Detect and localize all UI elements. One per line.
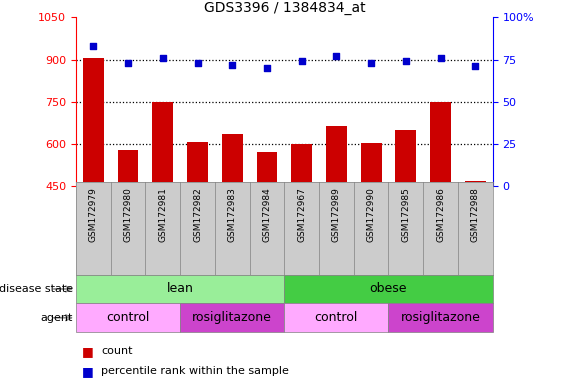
Text: ■: ■	[82, 345, 93, 358]
Bar	[388, 303, 493, 332]
Text: control: control	[315, 311, 358, 324]
Point	[124, 60, 133, 66]
Bar	[83, 58, 104, 313]
Text: GSM172984: GSM172984	[262, 187, 271, 242]
Point	[401, 58, 410, 64]
Bar	[76, 303, 180, 332]
Text: GSM172982: GSM172982	[193, 187, 202, 242]
Text: GSM172979: GSM172979	[89, 187, 98, 242]
Text: lean: lean	[167, 283, 194, 295]
Text: rosiglitazone: rosiglitazone	[401, 311, 480, 324]
Bar	[284, 275, 493, 303]
Bar	[222, 134, 243, 313]
Text: disease state: disease state	[0, 284, 73, 294]
Bar	[326, 126, 347, 313]
Text: control: control	[106, 311, 150, 324]
Bar	[291, 144, 312, 313]
Text: GSM172981: GSM172981	[158, 187, 167, 242]
Text: GSM172980: GSM172980	[124, 187, 132, 242]
Point	[89, 43, 98, 49]
Text: GSM172985: GSM172985	[401, 187, 410, 242]
Text: percentile rank within the sample: percentile rank within the sample	[101, 366, 289, 376]
Text: obese: obese	[370, 283, 407, 295]
Point	[262, 65, 271, 71]
Bar	[465, 181, 486, 313]
Bar	[118, 150, 138, 313]
Bar	[430, 102, 451, 313]
Bar	[361, 143, 382, 313]
Text: ■: ■	[82, 365, 93, 378]
Text: count: count	[101, 346, 133, 356]
Bar	[76, 275, 284, 303]
Text: GSM172983: GSM172983	[228, 187, 236, 242]
Bar	[284, 303, 388, 332]
Point	[193, 60, 202, 66]
Text: GSM172967: GSM172967	[297, 187, 306, 242]
Bar	[187, 142, 208, 313]
Text: agent: agent	[41, 313, 73, 323]
Title: GDS3396 / 1384834_at: GDS3396 / 1384834_at	[203, 1, 365, 15]
Point	[332, 53, 341, 59]
Text: GSM172986: GSM172986	[436, 187, 445, 242]
Point	[367, 60, 376, 66]
Point	[297, 58, 306, 64]
Text: GSM172990: GSM172990	[367, 187, 376, 242]
Bar	[180, 303, 284, 332]
Point	[227, 61, 237, 68]
Point	[436, 55, 445, 61]
Point	[158, 55, 167, 61]
Text: GSM172988: GSM172988	[471, 187, 480, 242]
Text: rosiglitazone: rosiglitazone	[193, 311, 272, 324]
Point	[471, 63, 480, 70]
Text: GSM172989: GSM172989	[332, 187, 341, 242]
Bar	[153, 102, 173, 313]
Bar	[257, 152, 278, 313]
Bar	[395, 130, 416, 313]
